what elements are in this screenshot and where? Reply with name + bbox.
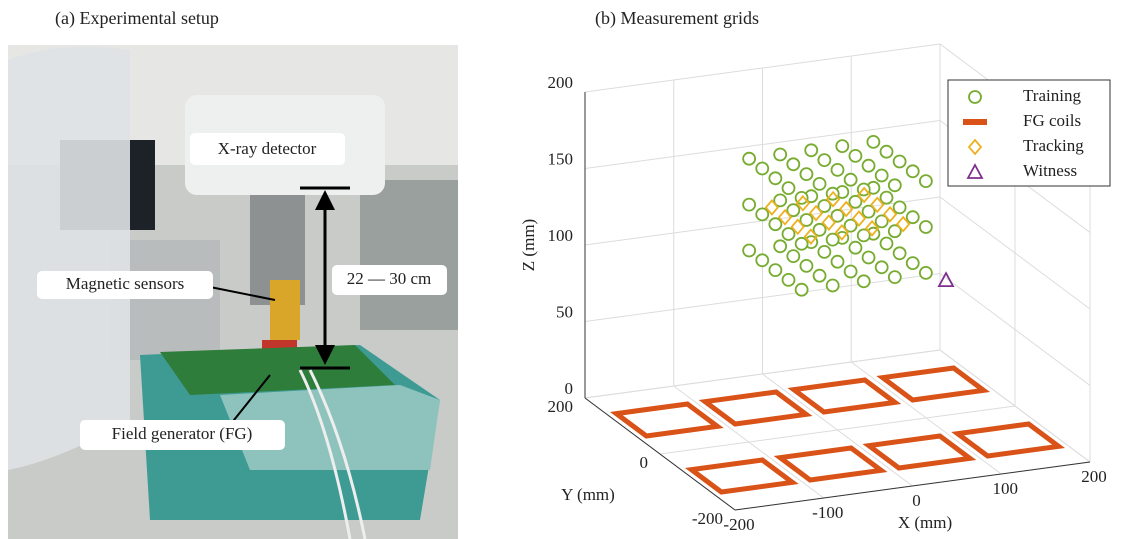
point <box>800 260 812 272</box>
point <box>814 178 826 190</box>
point <box>863 252 875 264</box>
point <box>769 218 781 230</box>
point <box>889 271 901 283</box>
point <box>827 280 839 292</box>
x-tick-label: -200 <box>723 515 754 534</box>
point <box>845 266 857 278</box>
point <box>907 211 919 223</box>
point <box>907 257 919 269</box>
point <box>858 275 870 287</box>
point <box>743 153 755 165</box>
coil <box>780 448 881 480</box>
point <box>849 150 861 162</box>
x-tick-label: 100 <box>993 479 1019 498</box>
y-tick-label: 0 <box>640 453 649 472</box>
z-tick-label: 50 <box>556 302 573 321</box>
point <box>939 273 953 286</box>
point <box>881 238 893 250</box>
photo-label: X-ray detector <box>218 139 317 158</box>
z-tick-label: 200 <box>548 73 574 92</box>
coil <box>616 404 717 436</box>
coil <box>869 436 970 468</box>
point <box>756 254 768 266</box>
point <box>876 170 888 182</box>
figure: (a) Experimental setup X-ray detector Ma… <box>0 0 1129 539</box>
coil <box>883 368 984 400</box>
point <box>814 270 826 282</box>
point <box>783 274 795 286</box>
legend-marker <box>963 119 987 125</box>
point <box>920 175 932 187</box>
z-tick-label: 100 <box>548 226 574 245</box>
photo-label: Field generator (FG) <box>112 424 253 443</box>
point <box>863 160 875 172</box>
point <box>881 192 893 204</box>
point <box>787 158 799 170</box>
coil <box>705 392 806 424</box>
point <box>805 144 817 156</box>
z-axis-label: Z (mm) <box>519 219 538 271</box>
point <box>783 228 795 240</box>
x-tick-label: 200 <box>1081 467 1107 486</box>
point <box>867 136 879 148</box>
coil <box>794 380 895 412</box>
point <box>818 154 830 166</box>
point <box>743 245 755 257</box>
grid-line <box>660 406 1015 454</box>
legend-label: FG coils <box>1023 111 1081 130</box>
x-tick-label: 0 <box>912 491 921 510</box>
point <box>796 238 808 250</box>
legend-label: Tracking <box>1023 136 1084 155</box>
photo-label: 22 — 30 cm <box>347 269 432 288</box>
photo-label: Magnetic sensors <box>66 274 185 293</box>
point <box>774 240 786 252</box>
coil <box>958 424 1059 456</box>
y-axis-label: Y (mm) <box>561 485 615 504</box>
point <box>818 246 830 258</box>
point <box>769 264 781 276</box>
legend-marker <box>969 91 981 103</box>
point <box>894 247 906 259</box>
point <box>849 242 861 254</box>
point <box>796 284 808 296</box>
panel-a-title: (a) Experimental setup <box>55 8 219 29</box>
point <box>907 165 919 177</box>
y-tick-label: 200 <box>548 397 574 416</box>
point <box>800 168 812 180</box>
point <box>756 208 768 220</box>
point <box>783 182 795 194</box>
point <box>774 149 786 161</box>
point <box>845 174 857 186</box>
point <box>832 256 844 268</box>
point <box>743 199 755 211</box>
legend-label: Witness <box>1023 161 1077 180</box>
x-axis-label: X (mm) <box>898 513 952 532</box>
point <box>836 140 848 152</box>
point <box>769 172 781 184</box>
point <box>876 261 888 273</box>
z-tick-label: 150 <box>548 149 574 168</box>
point <box>920 221 932 233</box>
y-tick-label: -200 <box>692 509 723 528</box>
z-tick-label: 0 <box>565 379 574 398</box>
point <box>889 179 901 191</box>
point <box>756 163 768 175</box>
legend-label: Training <box>1023 86 1081 105</box>
x-tick-label: -100 <box>812 503 843 522</box>
panel-b-title: (b) Measurement grids <box>595 8 759 29</box>
point <box>894 201 906 213</box>
point <box>920 267 932 279</box>
point <box>787 250 799 262</box>
point <box>832 164 844 176</box>
point <box>881 146 893 158</box>
coil <box>691 460 792 492</box>
point <box>894 156 906 168</box>
point <box>827 234 839 246</box>
